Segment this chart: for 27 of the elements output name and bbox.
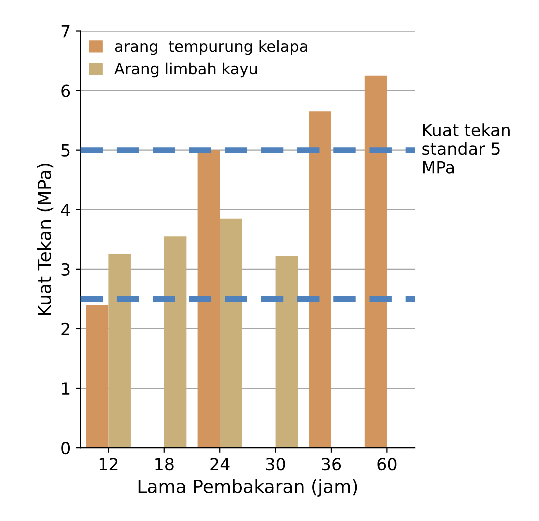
y-tick-label: 3 — [62, 263, 70, 276]
bar — [164, 236, 187, 448]
bar — [364, 76, 388, 448]
ref-line-label: Kuat tekan standar 5 MPa — [422, 124, 510, 174]
y-tick-label: 0 — [62, 442, 70, 455]
x-tick-label: 36 — [322, 458, 342, 471]
bar — [86, 305, 109, 448]
y-tick-label: 1 — [62, 382, 70, 395]
bar — [309, 112, 332, 448]
legend-label: Arang limbah kayu — [114, 62, 258, 78]
x-tick-label: 18 — [156, 458, 174, 471]
x-tick-label: 12 — [100, 458, 118, 470]
x-tick-label: 60 — [378, 458, 397, 471]
bar — [198, 150, 220, 448]
y-tick-label: 7 — [62, 25, 70, 38]
legend-label: arang tempurung kelapa — [115, 40, 308, 56]
y-tick-label: 5 — [62, 144, 70, 157]
y-tick-label: 6 — [62, 84, 70, 98]
bar — [276, 256, 298, 448]
y-tick-label: 4 — [61, 204, 70, 216]
x-tick-label: 24 — [210, 458, 230, 470]
x-axis-title: Lama Pembakaran (jam) — [138, 479, 358, 497]
y-tick-label: 2 — [62, 322, 70, 336]
y-axis-title: Kuat Tekan (MPa) — [37, 164, 54, 316]
bar — [220, 218, 242, 448]
x-tick-label: 30 — [266, 458, 286, 471]
bar — [108, 254, 131, 448]
